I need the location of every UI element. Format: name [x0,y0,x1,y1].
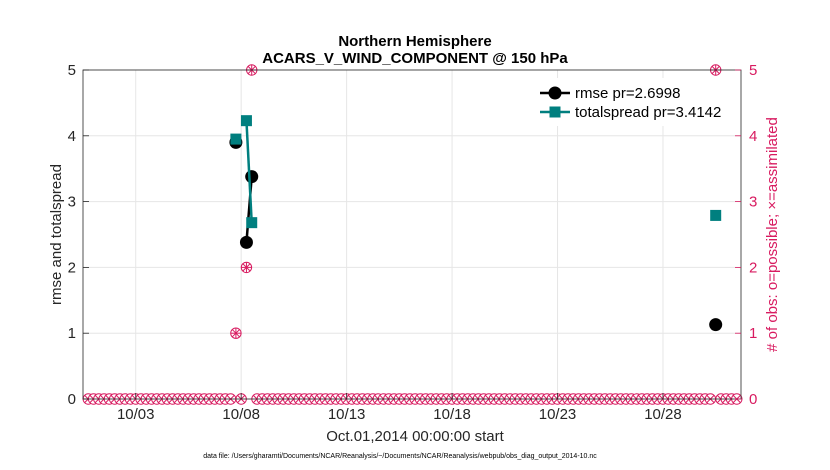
series-1-point [240,115,252,127]
y2-tick-label: 5 [749,62,757,79]
y2-tick-label: 2 [749,259,757,276]
obs-count-point [240,261,253,274]
chart-title-line2: ACARS_V_WIND_COMPONENT @ 150 hPa [262,50,568,67]
series-1-line-1 [245,120,253,223]
series-layer [229,115,723,332]
footer-data-file: data file: /Users/gharamti/Documents/NCA… [203,453,597,460]
y-tick-label: 3 [68,194,76,211]
series-1 [230,115,722,229]
y-tick-label: 0 [68,391,76,408]
x-tick-label: 10/18 [433,406,471,423]
legend-box [533,78,735,126]
x-axis-label: Oct.01,2014 00:00:00 start [326,428,504,445]
y2-tick-label: 1 [749,325,757,342]
series-1-point [246,217,258,229]
legend-marker-rmse [548,86,562,100]
legend-marker-totalspread [549,106,561,118]
tick-labels: 10/03 10/08 10/13 10/18 10/23 10/28 0 0 1 1 2 2 3 3 4 4… [68,62,758,423]
y-axis-label: rmse and totalspread [48,164,65,305]
legend: rmse pr=2.6998 totalspread pr=3.4142 [533,78,735,126]
series-1-point [710,209,722,221]
y-tick-label: 2 [68,259,76,276]
y2-axis-label: # of obs: o=possible; ×=assimilated [764,117,781,352]
x-tick-label: 10/13 [328,406,366,423]
obs-count-point [230,327,242,339]
y-tick-label: 5 [68,62,76,79]
legend-label-rmse: rmse pr=2.6998 [575,85,680,102]
series-0-point [239,235,253,249]
y-tick-label: 1 [68,325,76,342]
y2-tick-label: 4 [749,128,757,145]
series-0-point [709,318,723,332]
x-tick-label: 10/03 [117,406,155,423]
chart-title-line1: Northern Hemisphere [338,33,491,50]
plot-frame [82,69,742,400]
y2-tick-label: 0 [749,391,757,408]
y-tick-label: 4 [68,128,76,145]
series-0-point [245,170,259,184]
x-tick-label: 10/28 [644,406,682,423]
series-1-point [230,133,242,145]
legend-label-totalspread: totalspread pr=3.4142 [575,104,721,121]
x-tick-label: 10/23 [539,406,577,423]
x-tick-label: 10/08 [222,406,260,423]
y2-tick-label: 3 [749,194,757,211]
